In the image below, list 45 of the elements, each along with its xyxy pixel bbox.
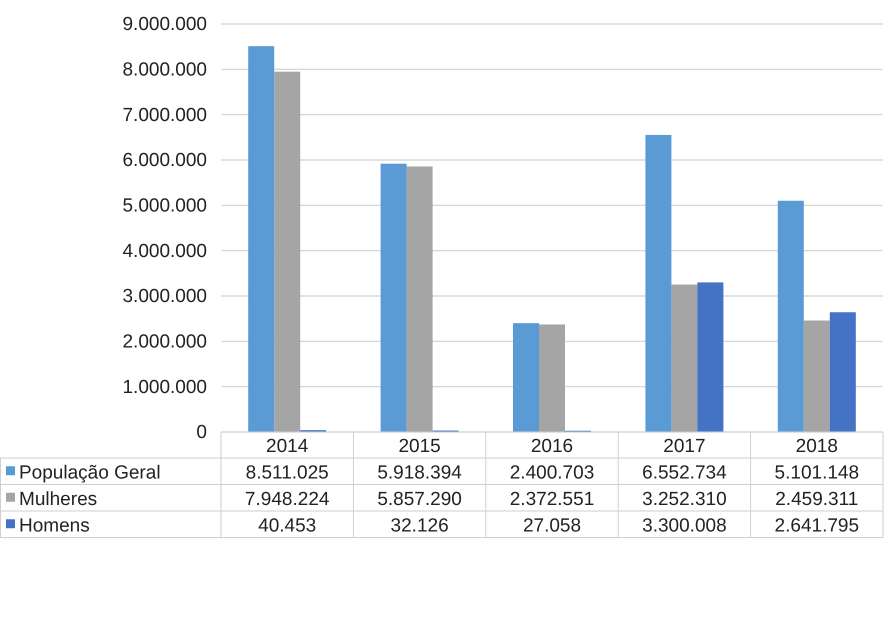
data-label: 2.459.311 [775,488,858,510]
data-label: 27.058 [522,515,582,536]
y-tick-label: 3.000.000 [122,286,207,308]
bar [274,72,300,432]
x-tick-label: 2016 [530,436,574,457]
legend-label: População Geral [19,462,161,484]
x-tick-label: 2018 [796,436,838,457]
legend-label: Homens [19,515,90,536]
data-label: 2.400.703 [510,462,594,484]
y-tick-label: 7.000.000 [122,104,207,126]
legend-label: Mulheres [19,488,98,510]
data-label: 8.511.025 [246,462,329,484]
data-label: 2.641.795 [774,515,860,536]
data-label: 40.453 [258,515,316,536]
y-tick-label: 5.000.000 [122,195,207,216]
data-label: 5.101.148 [774,462,860,484]
y-tick-label: 0 [196,422,207,444]
bar [248,46,274,432]
y-tick-label: 2.000.000 [122,331,207,352]
bar [778,200,804,432]
bar [804,320,830,432]
y-tick-label: 4.000.000 [122,240,207,262]
y-tick-label: 8.000.000 [122,59,207,80]
bar [697,282,724,432]
x-tick-label: 2017 [663,436,706,457]
bar [406,166,433,432]
bar [380,164,407,432]
bar [513,323,539,432]
bar [830,312,856,432]
bar [671,284,698,432]
data-label: 7.948.224 [244,488,330,510]
data-label: 3.252.310 [642,488,727,510]
data-label: 5.857.290 [377,488,462,510]
bar [645,134,672,432]
x-tick-label: 2015 [398,436,441,457]
data-label: 32.126 [390,515,449,536]
data-label: 2.372.551 [510,488,594,510]
data-label: 5.918.394 [377,462,462,484]
data-label: 3.300.008 [642,515,727,536]
y-tick-label: 6.000.000 [122,150,207,172]
x-tick-label: 2014 [266,436,309,457]
data-label: 6.552.734 [642,462,728,484]
y-tick-label: 9.000.000 [122,14,207,36]
y-tick-label: 1.000.000 [122,376,207,398]
bar [539,324,565,432]
